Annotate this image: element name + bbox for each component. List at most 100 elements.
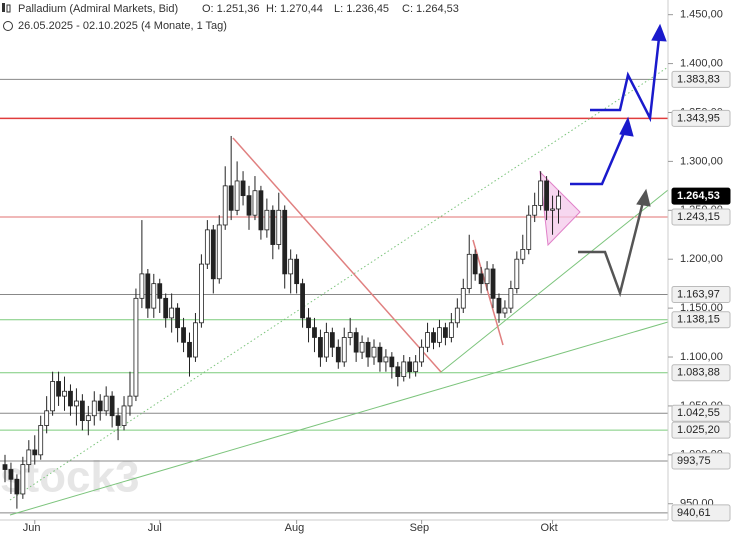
candle-body [276, 209, 282, 245]
header: Palladium (Admiral Markets, Bid) O: 1.25… [2, 3, 459, 32]
icon [6, 4, 11, 13]
candle-body [544, 180, 549, 211]
candle-body [62, 390, 67, 397]
level-box [671, 504, 731, 522]
candle-body [556, 195, 561, 210]
y-tick-label: 1.150,00 [680, 302, 723, 314]
candle-body [347, 332, 353, 338]
candle-body [365, 341, 371, 358]
candle-body [496, 297, 502, 314]
candle-body [44, 410, 50, 426]
level-box [671, 70, 731, 88]
candle-body [484, 268, 490, 285]
level-label: 993,75 [677, 455, 711, 467]
subtitle: 26.05.2025 - 02.10.2025 (4 Monate, 1 Tag… [18, 20, 227, 32]
level-box [671, 311, 731, 329]
candle-body [282, 209, 288, 275]
level-label: 940,61 [677, 507, 711, 519]
candle-body [163, 297, 169, 319]
candle-body [508, 288, 514, 309]
x-tick-label: Sep [410, 522, 430, 534]
ohlc-low: L: 1.236,45 [334, 3, 389, 15]
candle-body [329, 332, 335, 348]
candle-body [318, 337, 323, 358]
x-tick-label: Aug [285, 522, 305, 534]
candle-body [169, 307, 175, 319]
candle-body [79, 400, 85, 422]
level-box [671, 109, 731, 127]
price-axis [668, 0, 732, 537]
levels [0, 78, 668, 514]
level-label: 1.083,88 [677, 367, 720, 379]
candle-body [448, 322, 454, 338]
candle-body [85, 415, 91, 422]
candle-body [145, 273, 151, 309]
candle-body [460, 288, 466, 309]
y-tick-label: 1.200,00 [680, 253, 723, 265]
candle-body [377, 346, 383, 363]
candle-body [520, 249, 526, 260]
candle-body [151, 283, 157, 309]
candle-body [32, 449, 38, 456]
downtrend-line [472, 239, 504, 346]
candle-body [437, 327, 442, 343]
x-tick-label: Okt [541, 522, 558, 534]
candle-body [109, 395, 115, 417]
candle-body [306, 317, 311, 329]
candle-body [472, 253, 478, 275]
y-tick-label: 1.100,00 [680, 351, 723, 363]
candle-body [323, 332, 329, 358]
x-tick-label: Jul [148, 522, 162, 534]
y-tick-label: 1.450,00 [680, 9, 723, 21]
candle-body [198, 263, 204, 324]
candle-body [252, 190, 258, 216]
y-tick-label: 1.400,00 [680, 57, 723, 69]
candle-body [312, 327, 317, 338]
arrow [578, 201, 645, 298]
candle-body [466, 253, 472, 289]
level-label: 1.042,55 [677, 407, 720, 419]
candle-body [222, 185, 228, 226]
x-tick-label: Jun [23, 522, 41, 534]
candle-body [294, 258, 300, 285]
candle-body [2, 464, 8, 470]
level-label: 1.025,20 [677, 424, 720, 436]
candle-body [395, 366, 401, 377]
candle-body [425, 332, 430, 348]
candle-body [127, 395, 133, 407]
candle-body [288, 258, 294, 275]
candle-body [401, 361, 407, 377]
candle-body [50, 381, 56, 412]
ohlc-close: C: 1.264,53 [402, 3, 459, 15]
candle-body [258, 190, 264, 231]
trendline [440, 189, 669, 373]
candle-body [38, 425, 44, 456]
candle-body [550, 208, 555, 211]
arrowhead [619, 116, 634, 137]
arrowhead [651, 23, 667, 42]
downtrend-line [232, 137, 442, 373]
candle-body [175, 307, 180, 329]
clock-icon [3, 21, 13, 31]
candle-body [431, 332, 436, 343]
title: Palladium (Admiral Markets, Bid) [18, 3, 178, 15]
candle-body [20, 464, 26, 495]
candle-body [121, 405, 127, 426]
level-box [671, 187, 731, 205]
level-box [671, 285, 731, 303]
level-label: 1.264,53 [677, 190, 720, 202]
arrowhead [636, 188, 651, 207]
candle-body [538, 180, 544, 206]
candle-body [139, 273, 145, 299]
axis: 950,001.000,001.050,001.100,001.150,001.… [23, 9, 731, 534]
candle-body [353, 332, 359, 353]
candle-body [514, 258, 520, 289]
candle-body [56, 381, 61, 397]
candle-body [532, 205, 538, 216]
candle-body [407, 361, 413, 373]
candle-body [204, 229, 210, 265]
candle-body [383, 356, 389, 363]
candle-body [103, 395, 109, 412]
candle-body [454, 307, 460, 324]
